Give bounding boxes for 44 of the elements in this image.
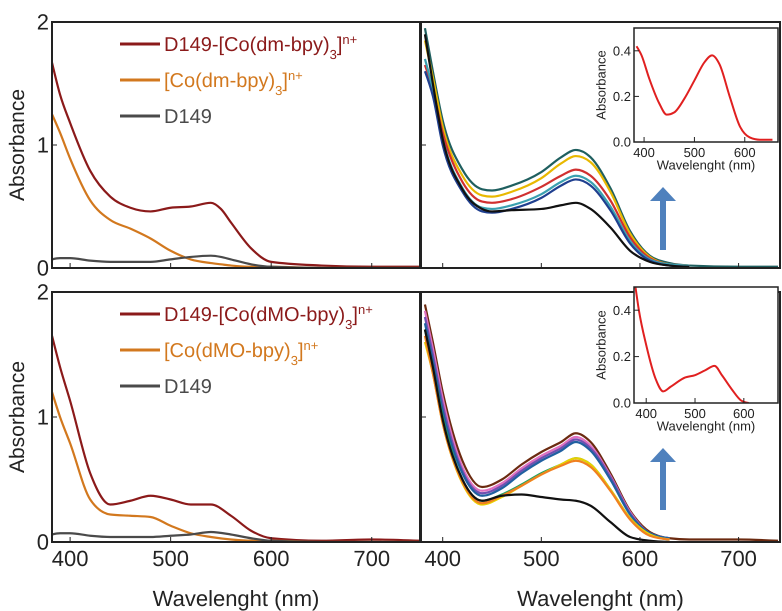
x-tick-label: 600 [252,546,290,571]
y-axis-title: Absorbance [593,50,608,120]
x-axis-title: Wavelenght (nm) [152,586,320,611]
legend-label: D149-[Co(dMO-bpy)$_{3}$]$^{n+}$ [164,302,373,332]
x-tick-label: 500 [684,406,706,421]
y-tick-label: 0.0 [612,134,631,150]
x-axis-title: Wavelenght (nm) [656,157,756,172]
line-series [52,61,420,268]
x-tick-label: 600 [732,406,755,421]
x-tick-label: 700 [353,546,390,571]
y-tick-label: 0.4 [612,302,631,318]
legend-label: D149 [164,376,212,398]
x-tick-label: 500 [522,546,560,571]
x-tick-label: 400 [633,145,655,160]
y-tick-label: 0.2 [612,88,631,104]
y-axis-title: Absorbance [6,88,29,202]
y-axis-title: Absorbance [6,360,29,474]
y-tick-label: 0 [36,530,49,555]
y-tick-label: 0.2 [612,349,631,364]
x-tick-label: 600 [734,145,756,160]
x-tick-label: 400 [52,546,88,571]
y-tick-label: 2 [36,280,49,305]
x-tick-label: 500 [152,546,190,571]
line-series [634,287,750,403]
x-tick-label: 700 [720,546,757,571]
y-tick-label: 0.0 [612,396,631,411]
legend-label: [Co(dm-bpy)$_{3}$]$^{n+}$ [164,68,303,98]
y-tick-label: 2 [36,10,49,35]
y-tick-label: 0.4 [612,43,631,58]
x-axis-title: Wavelenght (nm) [517,586,684,611]
legend-label: D149-[Co(dm-bpy)$_{3}$]$^{n+}$ [164,32,358,62]
legend-label: [Co(dMO-bpy)$_{3}$]$^{n+}$ [164,338,318,368]
y-axis-title: Absorbance [593,310,608,380]
legend-label: D149 [164,106,212,128]
x-tick-label: 400 [635,406,658,421]
x-tick-label: 600 [622,546,658,571]
x-axis-title: Wavelenght (nm) [656,418,756,434]
line-series [52,334,420,542]
y-tick-label: 1 [36,132,49,158]
x-tick-label: 500 [684,145,706,160]
y-tick-label: 0 [36,256,49,281]
line-series [636,45,774,141]
y-tick-label: 1 [36,404,49,430]
x-tick-label: 400 [424,546,462,571]
